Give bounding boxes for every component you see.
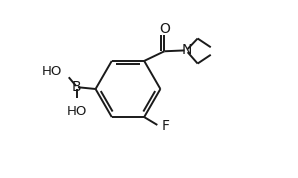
Text: B: B [72,80,81,94]
Text: HO: HO [41,65,62,78]
Text: F: F [161,119,169,133]
Text: O: O [159,22,170,35]
Text: HO: HO [67,105,87,118]
Text: N: N [181,43,192,57]
